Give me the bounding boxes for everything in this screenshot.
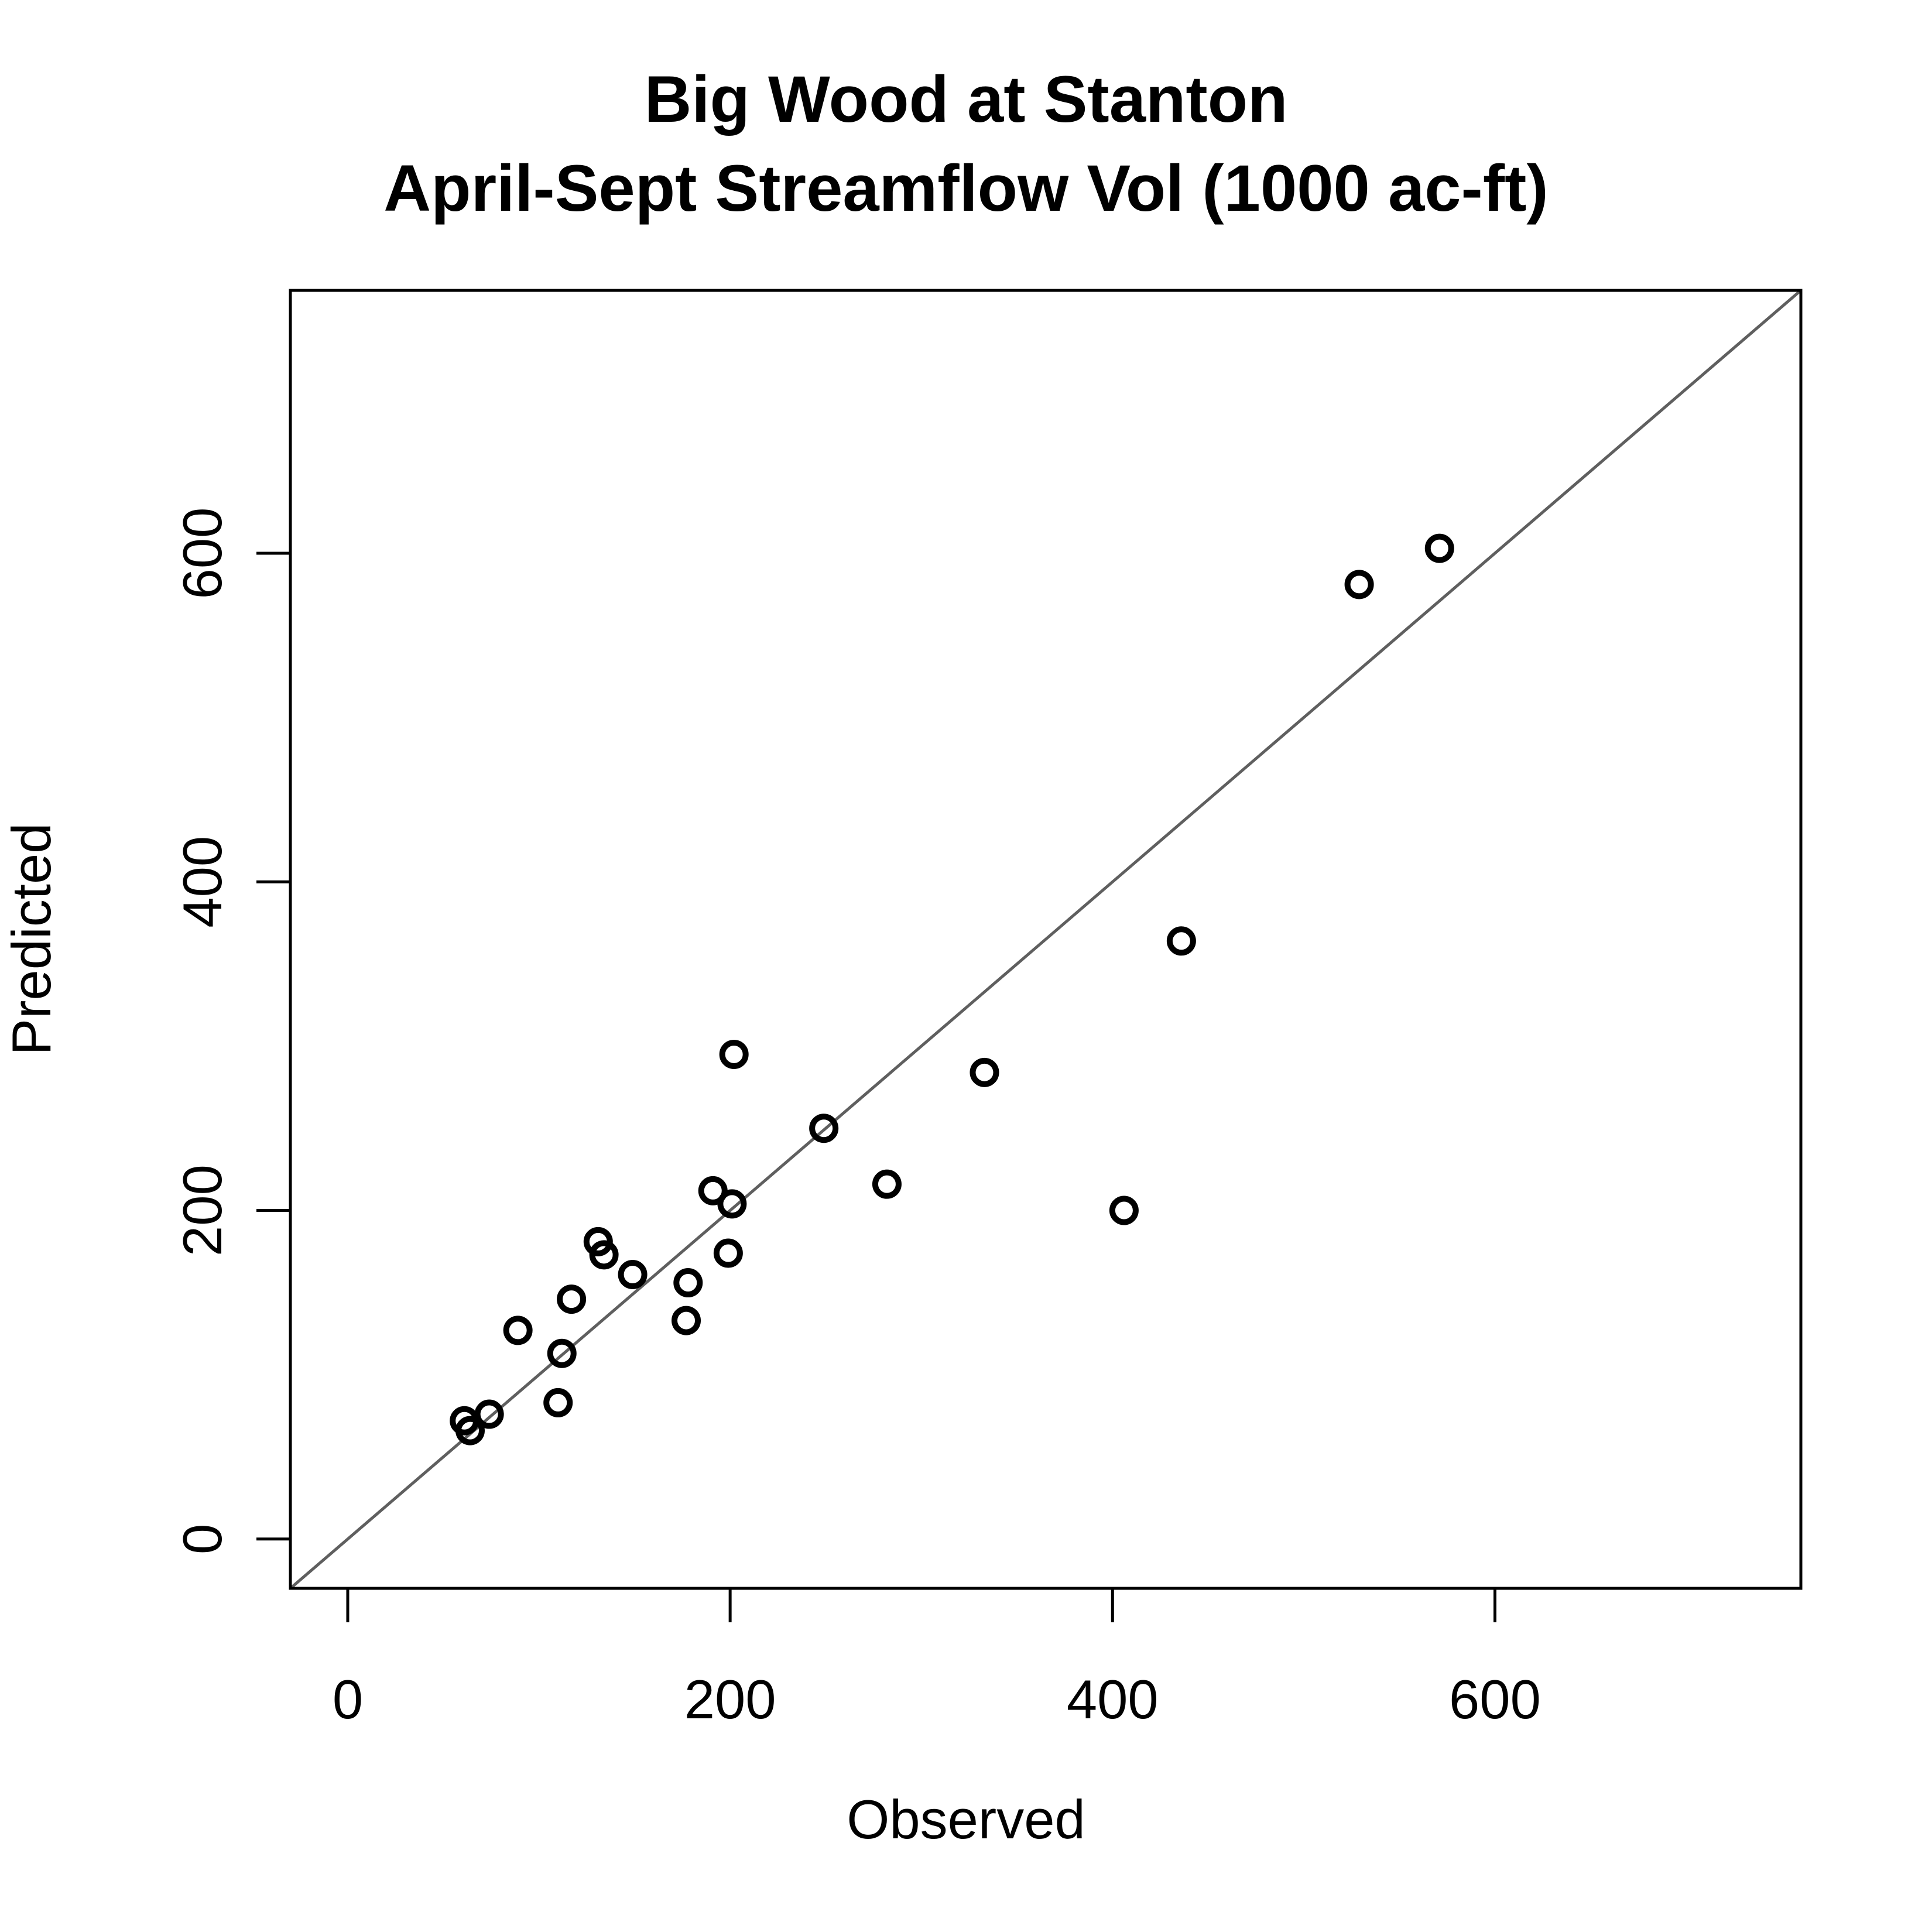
data-point [673, 1268, 703, 1298]
data-point [618, 1259, 648, 1289]
data-point [455, 1416, 485, 1445]
x-axis-label: Observed [847, 1789, 1085, 1850]
data-point [717, 1189, 747, 1219]
data-point [1109, 1195, 1139, 1225]
x-tick-label: 400 [1067, 1669, 1159, 1730]
data-point [698, 1176, 728, 1205]
data-point [970, 1057, 999, 1087]
chart-title: Big Wood at Stanton [644, 63, 1287, 136]
data-point [474, 1399, 504, 1429]
data-point [543, 1388, 573, 1417]
x-tick-label: 200 [684, 1669, 776, 1730]
data-point [503, 1316, 533, 1345]
y-axis-label: Predicted [1, 823, 62, 1055]
data-point [589, 1240, 619, 1270]
y-tick-label: 400 [172, 836, 233, 928]
plot-area: 0 200 400 600 0 200 400 600 [172, 289, 1803, 1730]
data-point [713, 1238, 743, 1268]
x-tick-label: 600 [1449, 1669, 1541, 1730]
reference-line [290, 290, 1801, 1588]
data-point [1424, 533, 1454, 563]
x-tick-label: 0 [333, 1669, 363, 1730]
data-point [547, 1338, 577, 1368]
data-point [1166, 926, 1196, 956]
y-tick-label: 200 [172, 1164, 233, 1256]
data-point [719, 1039, 749, 1069]
y-tick-label: 0 [172, 1524, 233, 1554]
chart-subtitle: April-Sept Streamflow Vol (1000 ac-ft) [383, 152, 1548, 225]
data-point [1344, 570, 1374, 600]
data-point [872, 1169, 902, 1199]
y-tick-label: 600 [172, 508, 233, 600]
data-point [672, 1306, 701, 1335]
data-point [809, 1114, 839, 1143]
data-point [557, 1284, 587, 1314]
